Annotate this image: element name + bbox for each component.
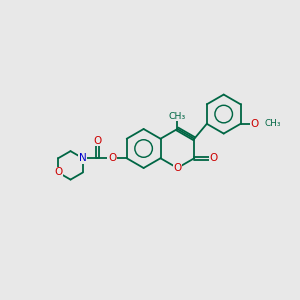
Text: O: O (173, 163, 181, 173)
Text: O: O (250, 119, 258, 129)
Text: CH₃: CH₃ (265, 119, 281, 128)
Text: O: O (54, 167, 62, 178)
Text: CH₃: CH₃ (169, 112, 186, 121)
Text: O: O (93, 136, 102, 146)
Text: O: O (209, 153, 218, 163)
Text: O: O (108, 153, 116, 163)
Text: N: N (79, 153, 87, 163)
